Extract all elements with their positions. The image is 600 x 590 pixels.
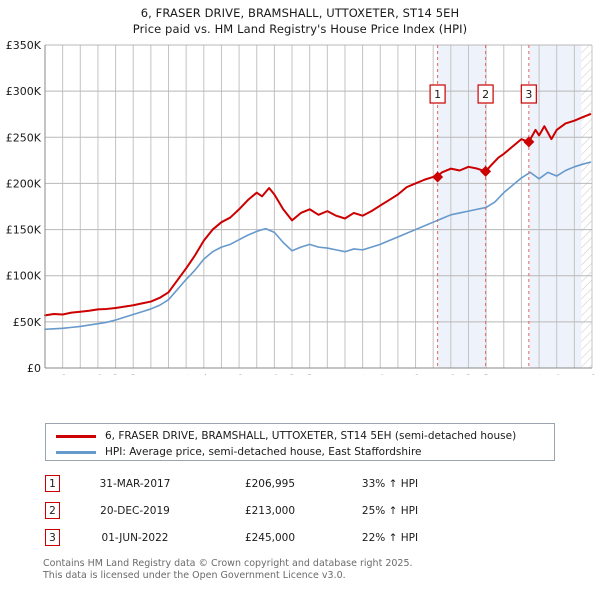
page-title: 6, FRASER DRIVE, BRAMSHALL, UTTOXETER, S…	[0, 0, 600, 37]
x-axis-tick-label: 1995	[39, 374, 52, 375]
x-axis-tick-label: 2003	[180, 374, 193, 375]
x-axis-tick-label: 2015	[392, 374, 405, 375]
x-axis-tick-label: 2022	[515, 374, 528, 375]
x-axis-tick-label: 2014	[374, 374, 387, 375]
x-axis-tick-label: 2024	[551, 374, 564, 375]
transaction-hpi-delta: 22% ↑ HPI	[361, 531, 419, 544]
x-axis-tick-label: 1997	[74, 374, 87, 375]
x-axis-tick-label: 2016	[410, 374, 423, 375]
x-axis-tick-label: 2011	[321, 374, 334, 375]
y-axis-tick-label: £100K	[6, 270, 42, 283]
transaction-date: 01-JUN-2022	[101, 531, 169, 544]
x-axis-tick-label: 2002	[163, 374, 176, 375]
x-axis-tick-label: 1999	[110, 374, 123, 375]
table-row: 1 31-MAR-2017 £206,995 33% ↑ HPI	[45, 470, 565, 497]
y-axis-tick-label: £250K	[6, 131, 42, 144]
x-axis-tick-label: 2023	[533, 374, 546, 375]
chart-marker-box[interactable]	[477, 84, 494, 104]
transaction-date: 20-DEC-2019	[100, 504, 170, 517]
transaction-price: £245,000	[244, 531, 296, 544]
x-axis-tick-label: 1998	[92, 374, 105, 375]
transactions-table: 1 31-MAR-2017 £206,995 33% ↑ HPI 2 20-DE…	[45, 470, 565, 551]
x-axis-tick-label: 2017	[427, 374, 440, 375]
footer-attribution: Contains HM Land Registry data © Crown c…	[43, 558, 583, 581]
x-axis-tick-label: 2013	[357, 374, 370, 375]
x-axis-tick-label: 2007	[251, 374, 264, 375]
chart-legend: 6, FRASER DRIVE, BRAMSHALL, UTTOXETER, S…	[45, 423, 555, 461]
x-axis-tick-label: 2004	[198, 374, 211, 375]
series-line-hpi	[44, 161, 592, 331]
legend-label-hpi: HPI: Average price, semi-detached house,…	[105, 446, 422, 458]
x-axis-tick-label: 2020	[480, 374, 493, 375]
x-axis-tick-label: 2006	[233, 374, 246, 375]
chart-marker-label: 3	[525, 88, 532, 101]
x-axis-tick-label: 2018	[445, 374, 458, 375]
transaction-hpi-delta: 33% ↑ HPI	[361, 477, 419, 490]
transaction-marker-1: 1	[45, 475, 60, 492]
y-axis-tick-label: £0	[27, 362, 41, 375]
transaction-price: £206,995	[244, 477, 296, 490]
table-row: 2 20-DEC-2019 £213,000 25% ↑ HPI	[45, 497, 565, 524]
chart-marker-box[interactable]	[429, 84, 446, 104]
price-chart: £0 £50K £100K £150K £200K £250K £300K £350K 1995…	[0, 40, 600, 375]
x-axis-tick-label: 2001	[145, 374, 158, 375]
chart-svg: £0 £50K £100K £150K £200K £250K £300K £350K 1995…	[6, 40, 599, 375]
transaction-point-marker[interactable]	[480, 165, 492, 177]
x-axis-tick-label: 2021	[498, 374, 511, 375]
transaction-marker-2: 2	[45, 502, 60, 519]
transaction-hpi-delta: 25% ↑ HPI	[361, 504, 419, 517]
x-axis-tick-label: 2025	[568, 374, 581, 375]
legend-swatch-hpi	[56, 450, 96, 454]
legend-label-property: 6, FRASER DRIVE, BRAMSHALL, UTTOXETER, S…	[105, 430, 517, 442]
x-axis-tick-label: 2012	[339, 374, 352, 375]
transaction-point-marker[interactable]	[432, 171, 444, 183]
transaction-date: 31-MAR-2017	[99, 477, 171, 490]
series-line-property	[44, 113, 592, 317]
title-line-2: Price paid vs. HM Land Registry's House …	[132, 22, 468, 36]
footer-line-2: This data is licensed under the Open Gov…	[43, 569, 346, 581]
y-axis-tick-label: £50K	[13, 316, 42, 329]
legend-swatch-property	[56, 434, 96, 438]
table-row: 3 01-JUN-2022 £245,000 22% ↑ HPI	[45, 524, 565, 551]
transaction-marker-3: 3	[45, 529, 60, 546]
x-axis-tick-label: 2010	[304, 374, 317, 375]
x-axis-tick-label: 2005	[215, 374, 228, 375]
x-axis-tick-label: 2000	[127, 374, 140, 375]
legend-item-property: 6, FRASER DRIVE, BRAMSHALL, UTTOXETER, S…	[52, 428, 548, 444]
chart-marker-label: 2	[482, 88, 489, 101]
y-axis-tick-label: £350K	[6, 40, 42, 52]
chart-marker-label: 1	[434, 88, 441, 101]
transaction-point-marker[interactable]	[523, 136, 535, 148]
title-line-1: 6, FRASER DRIVE, BRAMSHALL, UTTOXETER, S…	[140, 6, 460, 20]
chart-marker-box[interactable]	[520, 84, 537, 104]
legend-item-hpi: HPI: Average price, semi-detached house,…	[52, 444, 548, 460]
footer-line-1: Contains HM Land Registry data © Crown c…	[43, 558, 413, 569]
y-axis-tick-label: £200K	[6, 177, 42, 190]
transaction-price: £213,000	[244, 504, 296, 517]
x-axis-tick-label: 1996	[57, 374, 70, 375]
x-axis-tick-label: 2019	[462, 374, 475, 375]
x-axis-tick-label: 2008	[268, 374, 281, 375]
y-axis-tick-label: £150K	[6, 224, 42, 237]
y-axis-tick-label: £300K	[6, 85, 42, 98]
x-axis-tick-label: 2026	[586, 374, 599, 375]
x-axis-tick-label: 2009	[286, 374, 299, 375]
